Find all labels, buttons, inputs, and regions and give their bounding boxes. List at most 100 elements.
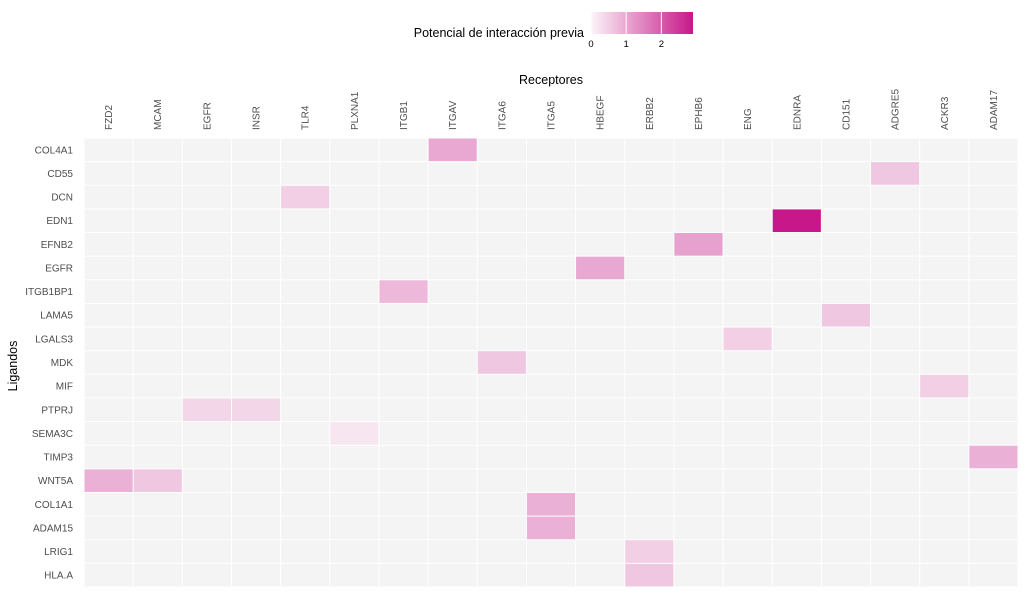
heatmap-cell-empty	[723, 256, 772, 280]
heatmap-cell-empty	[625, 374, 674, 398]
heatmap-cell-empty	[477, 233, 526, 256]
heatmap-cell-empty	[920, 563, 969, 587]
y-tick-label: ITGB1BP1	[25, 287, 73, 298]
x-tick-label: CD151	[841, 98, 852, 130]
heatmap-cell-empty	[871, 280, 920, 303]
heatmap-cell-empty	[821, 351, 871, 374]
heatmap-cell-empty	[133, 209, 182, 233]
heatmap-cell-empty	[969, 540, 1018, 563]
heatmap-cell-empty	[330, 351, 379, 374]
heatmap-cell-empty	[871, 138, 920, 162]
heatmap-cell-empty	[625, 422, 674, 445]
heatmap-cell-empty	[281, 422, 330, 445]
heatmap-cell-empty	[182, 327, 231, 351]
heatmap-cell-empty	[920, 351, 969, 374]
heatmap-cell-empty	[84, 209, 133, 233]
y-axis-title: Ligandos	[6, 341, 20, 392]
heatmap-cell-empty	[969, 138, 1018, 162]
heatmap-cell-empty	[969, 256, 1018, 280]
heatmap-cell-empty	[182, 540, 231, 563]
heatmap-cell-empty	[526, 256, 576, 280]
heatmap-cell-empty	[428, 256, 477, 280]
heatmap-cell-value	[526, 516, 576, 540]
heatmap-cell-empty	[576, 233, 625, 256]
heatmap-cell-empty	[920, 162, 969, 185]
heatmap-cell-empty	[920, 256, 969, 280]
heatmap-cell-empty	[772, 516, 821, 540]
heatmap-cell-empty	[84, 563, 133, 587]
heatmap-cell-empty	[182, 516, 231, 540]
heatmap-cell-empty	[821, 540, 871, 563]
heatmap-cell-empty	[379, 209, 428, 233]
heatmap-cell-empty	[969, 280, 1018, 303]
heatmap-cell-empty	[477, 445, 526, 469]
heatmap-cell-empty	[182, 256, 231, 280]
heatmap-cell-empty	[674, 351, 723, 374]
heatmap-cell-empty	[969, 233, 1018, 256]
heatmap-cell-empty	[674, 469, 723, 492]
heatmap-cell-empty	[526, 398, 576, 422]
heatmap-cell-empty	[477, 398, 526, 422]
heatmap-cell-empty	[969, 563, 1018, 587]
heatmap-cell-empty	[379, 563, 428, 587]
heatmap-cell-empty	[182, 492, 231, 516]
heatmap-cell-empty	[674, 540, 723, 563]
heatmap-cell-empty	[231, 492, 281, 516]
heatmap-cell-empty	[428, 516, 477, 540]
heatmap-cell-empty	[871, 516, 920, 540]
heatmap-cell-empty	[330, 280, 379, 303]
heatmap-cell-empty	[625, 185, 674, 209]
heatmap-cell-empty	[428, 492, 477, 516]
x-tick-label: HBEGF	[596, 96, 607, 130]
heatmap-cell-empty	[674, 445, 723, 469]
heatmap-cell-empty	[133, 445, 182, 469]
heatmap-cell-empty	[723, 209, 772, 233]
heatmap-cell-empty	[674, 138, 723, 162]
heatmap-cell-empty	[526, 280, 576, 303]
heatmap-cell-empty	[969, 351, 1018, 374]
heatmap-cell-empty	[84, 138, 133, 162]
heatmap-cell-empty	[379, 374, 428, 398]
heatmap-cell-empty	[576, 209, 625, 233]
y-tick-label: COL1A1	[35, 500, 74, 511]
heatmap-cell-empty	[969, 209, 1018, 233]
heatmap-cell-empty	[330, 209, 379, 233]
heatmap-cell-empty	[330, 398, 379, 422]
heatmap-cell-empty	[625, 138, 674, 162]
heatmap-cell-empty	[625, 209, 674, 233]
heatmap-cell-empty	[871, 351, 920, 374]
heatmap-cell-empty	[330, 374, 379, 398]
heatmap-cell-empty	[772, 540, 821, 563]
y-tick-label: LAMA5	[40, 311, 73, 322]
heatmap-cell-empty	[231, 374, 281, 398]
heatmap-cell-value	[821, 303, 871, 327]
heatmap-cell-empty	[379, 185, 428, 209]
heatmap-cell-empty	[526, 185, 576, 209]
heatmap-cell-empty	[428, 327, 477, 351]
x-tick-labels: FZD2 MCAM EGFR INSR TLR4 PLXNA1 ITGB1 ITGAV ITGA…	[104, 88, 1000, 130]
heatmap-cell-empty	[84, 185, 133, 209]
heatmap-cell-empty	[330, 303, 379, 327]
heatmap-cell-empty	[772, 374, 821, 398]
y-tick-label: PTPRJ	[41, 405, 73, 416]
heatmap-cell-empty	[969, 303, 1018, 327]
heatmap-cell-empty	[576, 138, 625, 162]
heatmap-cell-empty	[379, 445, 428, 469]
heatmap-cell-empty	[821, 516, 871, 540]
heatmap-cell-empty	[379, 516, 428, 540]
heatmap-cell-empty	[84, 162, 133, 185]
heatmap-cell-empty	[231, 516, 281, 540]
heatmap-cell-empty	[969, 162, 1018, 185]
heatmap-cell-empty	[871, 563, 920, 587]
heatmap-cell-empty	[428, 563, 477, 587]
heatmap-cell-value	[625, 540, 674, 563]
heatmap-cell-empty	[133, 327, 182, 351]
heatmap-cell-empty	[576, 280, 625, 303]
heatmap-cell-empty	[231, 351, 281, 374]
heatmap-cell-empty	[477, 162, 526, 185]
heatmap-cell-empty	[920, 469, 969, 492]
heatmap-cell-empty	[133, 422, 182, 445]
heatmap-cell-empty	[133, 516, 182, 540]
heatmap-cell-empty	[428, 351, 477, 374]
heatmap-cell-empty	[871, 209, 920, 233]
